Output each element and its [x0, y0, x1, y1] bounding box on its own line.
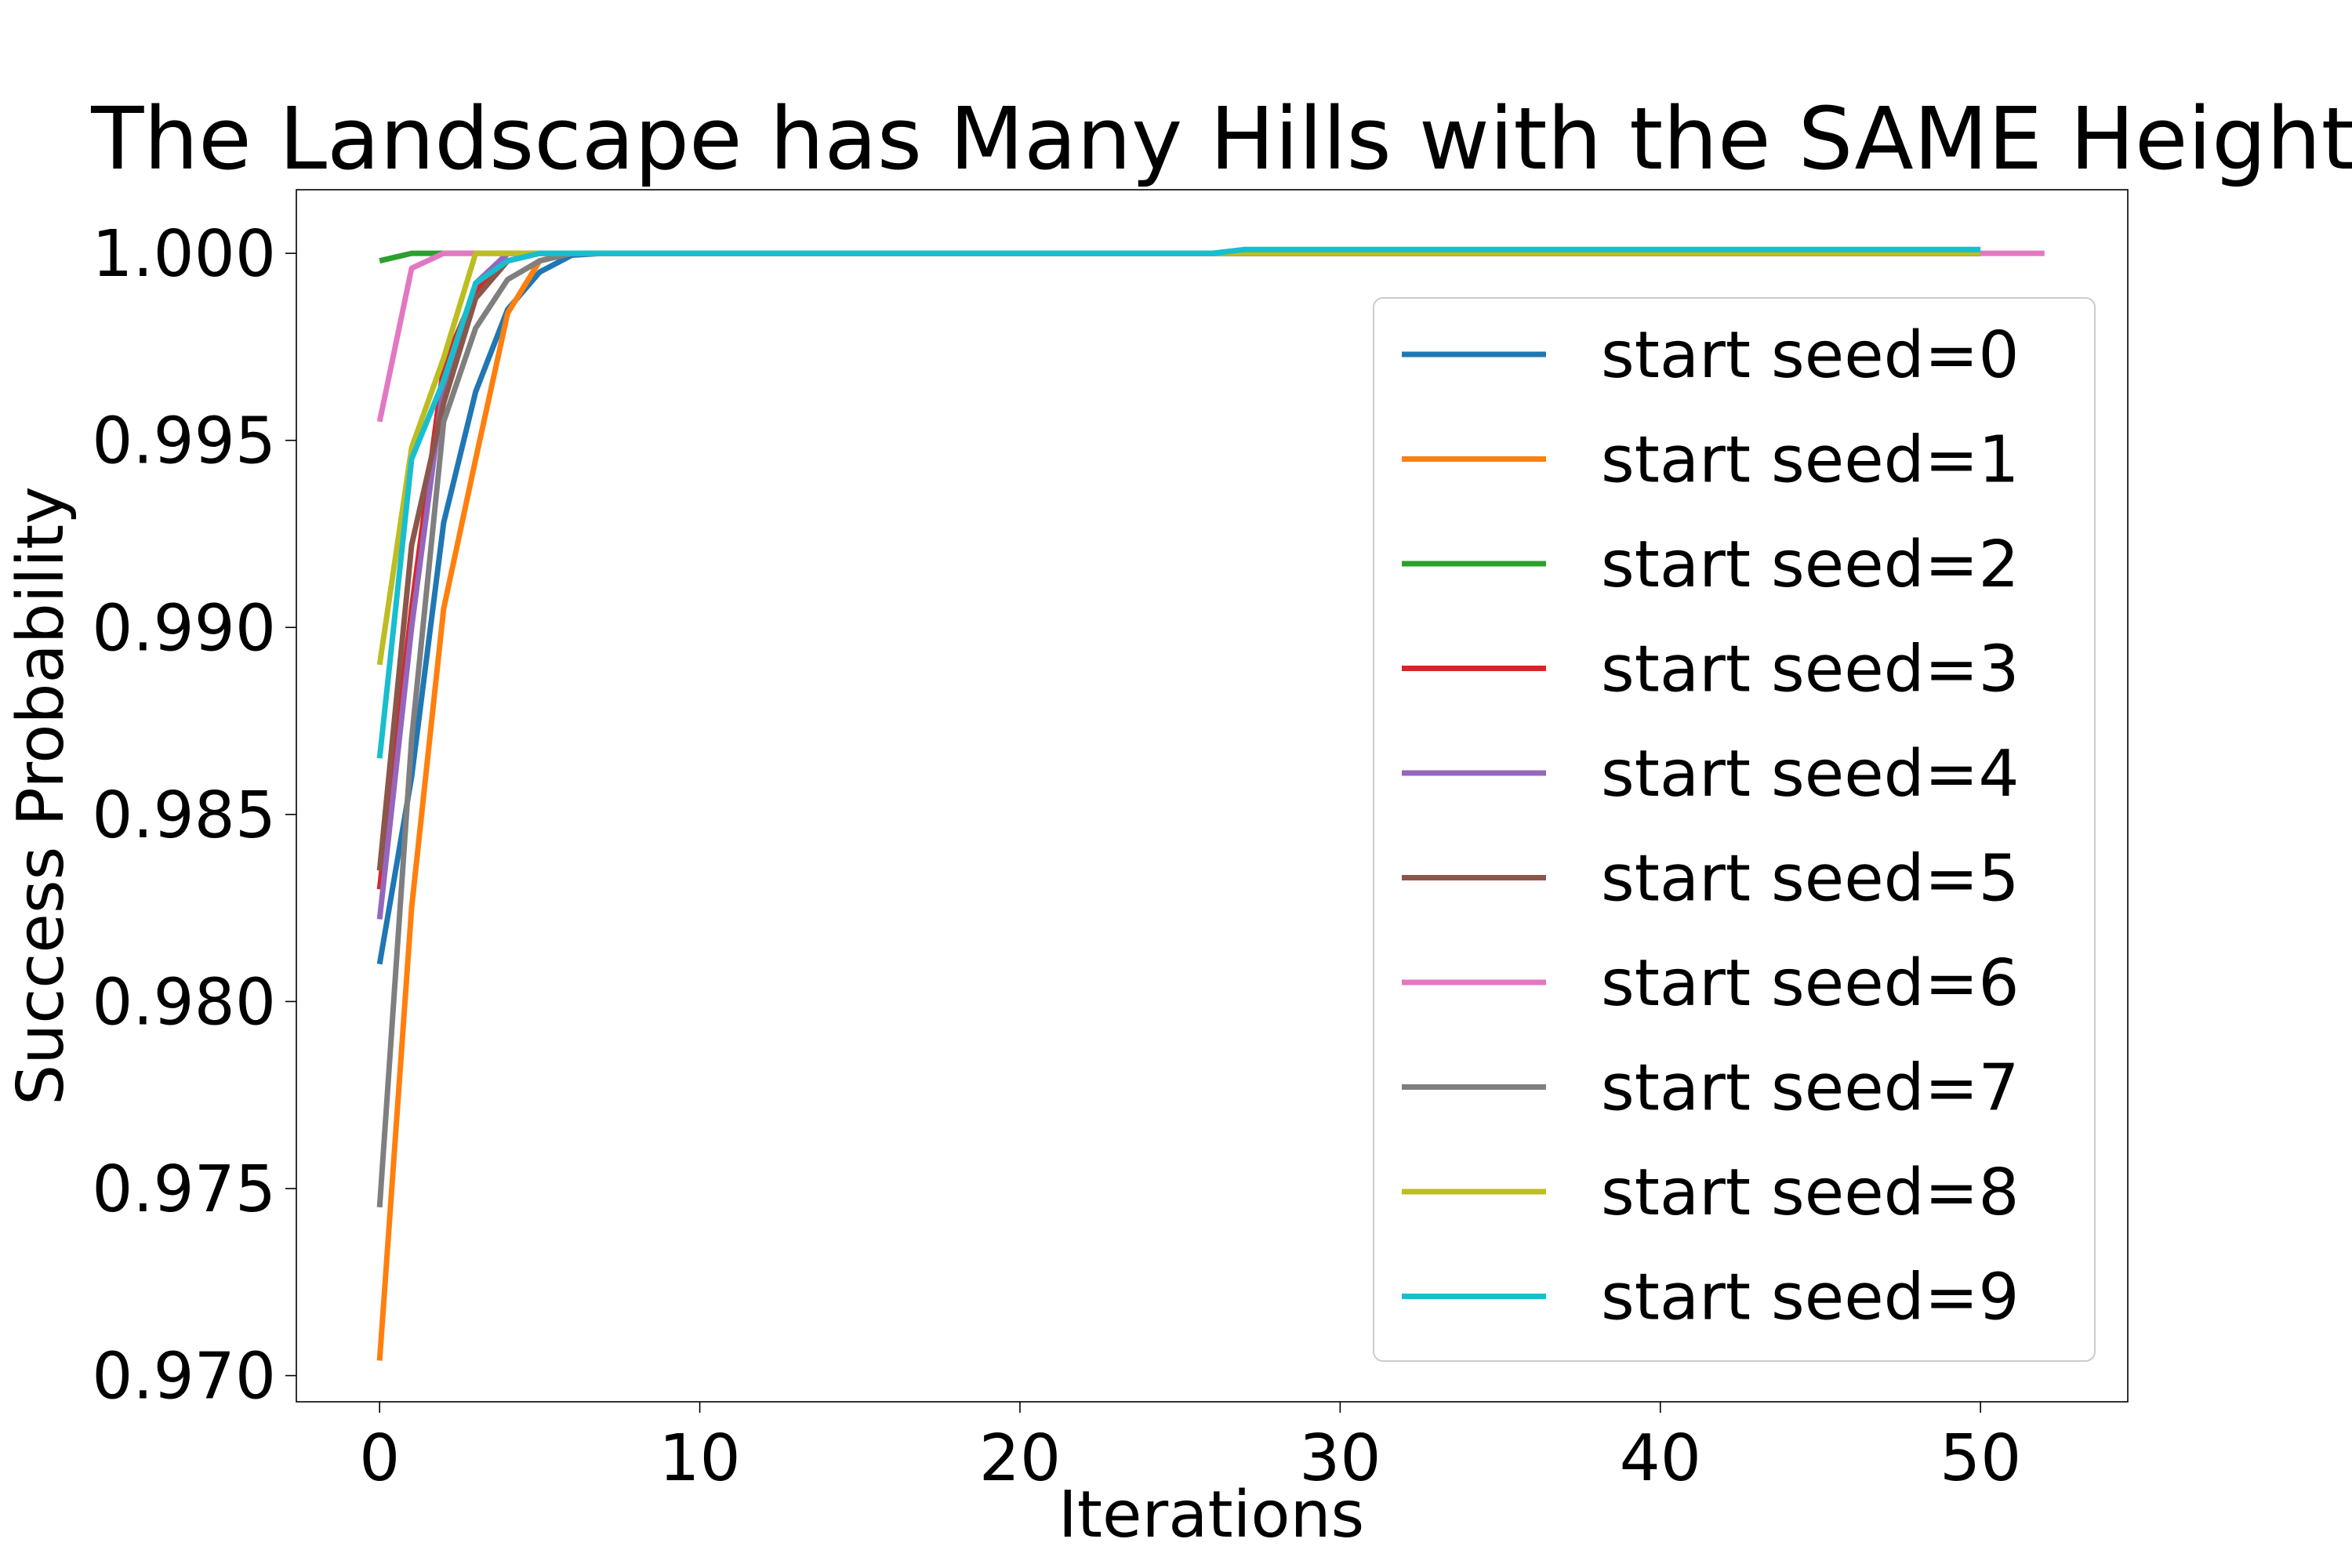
legend-label-seed-2: start seed=2 [1601, 528, 2020, 602]
legend-label-seed-7: start seed=7 [1601, 1051, 2020, 1126]
chart-title: The Landscape has Many Hills with the SA… [90, 89, 2352, 189]
y-tick-label: 0.985 [92, 779, 276, 853]
y-tick-label: 0.980 [92, 965, 276, 1040]
legend-label-seed-3: start seed=3 [1601, 633, 2020, 707]
plot-series [376, 246, 2045, 1361]
axis-ticks: 0 10 20 30 40 50 0.970 0.975 0.980 0.985 0.990 0.99… [92, 217, 2021, 1496]
plot-area-frame [296, 189, 2129, 1403]
legend-label-seed-1: start seed=1 [1601, 423, 2020, 498]
y-tick-label: 1.000 [92, 217, 276, 292]
y-tick-label: 0.970 [92, 1340, 276, 1414]
legend-box [1373, 297, 2096, 1362]
legend-label-seed-4: start seed=4 [1601, 737, 2020, 811]
legend-label-seed-6: start seed=6 [1601, 946, 2020, 1021]
y-tick-label: 0.990 [92, 591, 276, 666]
x-tick-label: 40 [1620, 1421, 1701, 1496]
x-tick-label: 50 [1940, 1421, 2021, 1496]
y-tick-label: 0.995 [92, 405, 276, 479]
x-axis-label: Iterations [1058, 1478, 1365, 1552]
legend-label-seed-0: start seed=0 [1601, 318, 2020, 393]
legend: start seed=0 start seed=1 start seed=2 star… [1373, 297, 2096, 1362]
legend-label-seed-8: start seed=8 [1601, 1156, 2020, 1230]
y-axis-label: Success Probability [4, 486, 78, 1105]
y-tick-label: 0.975 [92, 1152, 276, 1227]
x-tick-label: 30 [1299, 1421, 1381, 1496]
x-tick-label: 10 [659, 1421, 740, 1496]
legend-label-seed-5: start seed=5 [1601, 842, 2020, 916]
series-line-seed-9 [376, 246, 1981, 759]
x-tick-label: 0 [359, 1421, 400, 1496]
x-tick-label: 20 [979, 1421, 1061, 1496]
legend-label-seed-9: start seed=9 [1601, 1261, 2020, 1335]
